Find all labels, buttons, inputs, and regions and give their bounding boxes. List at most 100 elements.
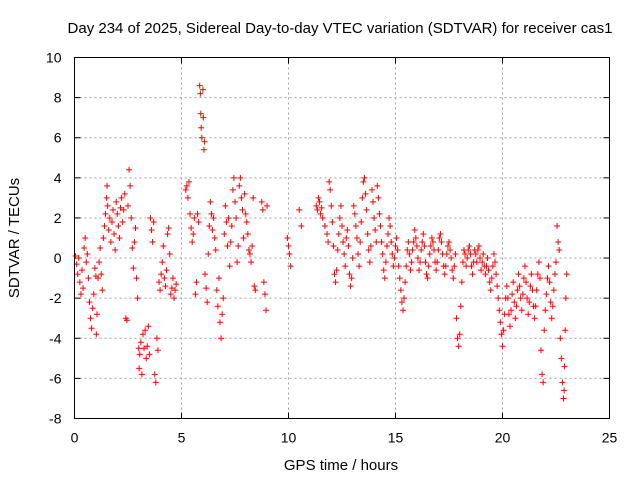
data-point	[493, 271, 500, 278]
data-point	[510, 279, 517, 286]
data-point	[200, 146, 207, 153]
data-point	[349, 255, 356, 262]
data-point	[385, 230, 392, 237]
data-point	[422, 259, 429, 266]
data-point	[242, 210, 249, 217]
data-point	[447, 247, 454, 254]
data-point	[120, 206, 127, 213]
data-point	[386, 214, 393, 221]
data-point	[492, 259, 499, 266]
data-point	[490, 251, 497, 258]
data-point	[182, 186, 189, 193]
data-point	[298, 222, 305, 229]
data-point	[225, 214, 232, 221]
data-point	[355, 251, 362, 258]
data-point	[137, 339, 144, 346]
data-point	[556, 247, 563, 254]
data-point	[373, 239, 380, 246]
data-point	[107, 239, 114, 246]
data-point	[206, 222, 213, 229]
data-point	[362, 190, 369, 197]
data-point	[240, 235, 247, 241]
data-point	[406, 251, 413, 258]
data-point	[97, 245, 104, 252]
data-point	[448, 255, 455, 262]
data-point	[506, 323, 513, 330]
data-point	[152, 379, 159, 386]
data-point	[559, 379, 566, 386]
data-point	[141, 345, 148, 352]
data-point	[313, 202, 320, 209]
data-point	[314, 206, 321, 213]
y-tick-label: -8	[49, 411, 62, 427]
data-point	[284, 235, 291, 241]
data-point	[408, 259, 415, 266]
data-point	[146, 351, 153, 358]
data-point	[371, 214, 378, 221]
data-point	[454, 335, 461, 342]
data-point	[443, 251, 450, 258]
data-point	[560, 395, 567, 402]
data-point	[504, 295, 511, 302]
x-tick-label: 5	[178, 430, 186, 446]
data-point	[356, 263, 363, 270]
data-point	[551, 271, 558, 278]
data-point	[136, 351, 143, 358]
data-point	[72, 253, 79, 260]
data-point	[258, 198, 265, 205]
data-point	[521, 263, 528, 270]
data-point	[264, 202, 271, 209]
data-point	[378, 239, 385, 246]
data-point	[81, 245, 88, 252]
x-tick-label: 15	[388, 430, 404, 446]
data-point	[437, 230, 444, 237]
data-point	[562, 327, 569, 334]
data-point	[328, 202, 335, 209]
data-point	[128, 214, 135, 221]
data-point	[142, 327, 149, 334]
data-point	[118, 194, 125, 201]
data-point	[169, 275, 176, 282]
data-point	[185, 178, 192, 185]
data-point	[531, 315, 538, 322]
data-point	[245, 247, 252, 254]
data-point	[547, 299, 554, 306]
data-point	[112, 247, 119, 254]
data-point	[450, 275, 457, 282]
data-point	[468, 263, 475, 270]
data-point	[198, 124, 205, 131]
data-point	[426, 251, 433, 258]
data-point	[131, 239, 138, 246]
data-point	[455, 343, 462, 350]
data-point	[319, 214, 326, 221]
data-point	[285, 243, 292, 250]
data-point	[234, 259, 241, 266]
data-point	[546, 279, 553, 286]
data-point	[241, 190, 248, 197]
y-tick-label: -2	[49, 290, 62, 306]
data-point	[190, 230, 197, 237]
data-point	[395, 263, 402, 270]
data-point	[396, 275, 403, 282]
data-point	[226, 263, 233, 270]
data-point	[500, 327, 507, 334]
data-point	[222, 202, 229, 209]
data-point	[197, 110, 204, 117]
data-point	[535, 259, 542, 266]
data-point	[397, 287, 404, 294]
data-point	[467, 251, 474, 258]
data-point	[337, 202, 344, 209]
data-point	[159, 259, 166, 266]
data-point	[199, 86, 206, 93]
data-point	[444, 243, 451, 250]
data-point	[201, 138, 208, 145]
y-tick-label: -4	[49, 330, 62, 346]
data-point	[98, 271, 105, 278]
data-point	[541, 327, 548, 334]
y-tick-label: 8	[54, 90, 62, 106]
data-point	[497, 319, 504, 326]
data-point	[84, 251, 91, 258]
data-point	[134, 295, 141, 302]
data-point	[251, 283, 258, 290]
data-point	[410, 239, 417, 246]
